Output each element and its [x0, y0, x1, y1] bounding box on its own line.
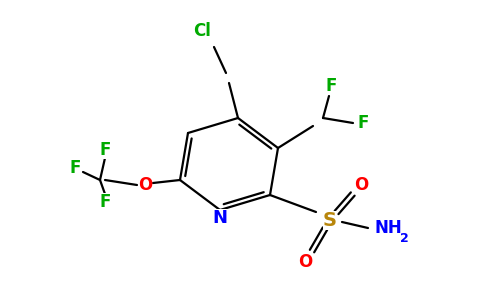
Text: F: F — [325, 77, 337, 95]
Text: O: O — [354, 176, 368, 194]
Text: F: F — [357, 114, 369, 132]
Text: F: F — [99, 141, 111, 159]
Text: 2: 2 — [400, 232, 409, 245]
Text: N: N — [212, 209, 227, 227]
Text: S: S — [323, 211, 337, 230]
Text: NH: NH — [374, 219, 402, 237]
Text: F: F — [99, 193, 111, 211]
Text: F: F — [69, 159, 81, 177]
Text: O: O — [138, 176, 152, 194]
Text: O: O — [298, 253, 312, 271]
Text: Cl: Cl — [193, 22, 211, 40]
